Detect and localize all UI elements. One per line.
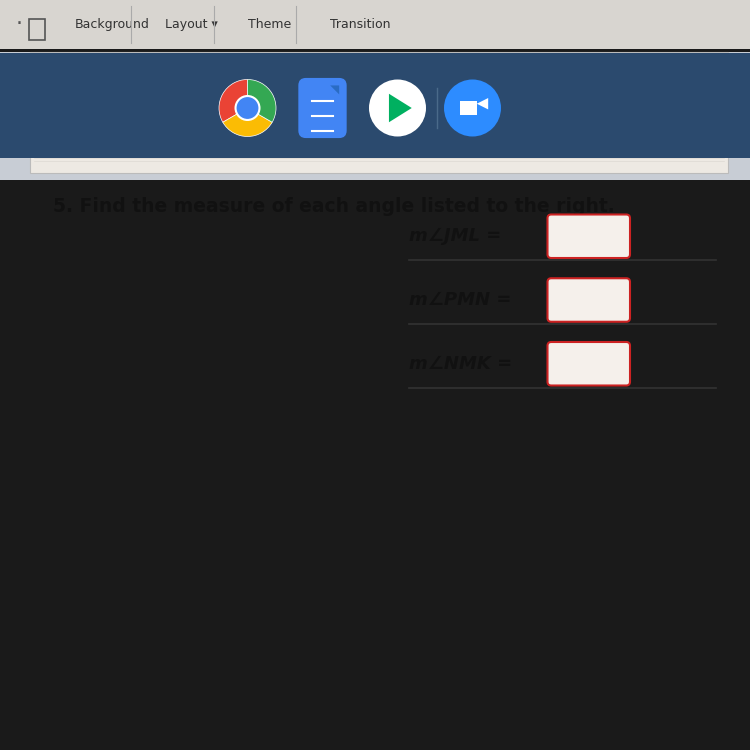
Circle shape — [236, 96, 260, 120]
Text: m∠NMK =: m∠NMK = — [409, 355, 512, 373]
FancyBboxPatch shape — [548, 214, 630, 258]
Wedge shape — [219, 80, 248, 122]
FancyBboxPatch shape — [298, 78, 346, 138]
Polygon shape — [477, 98, 488, 109]
Bar — [0, 0, 750, 49]
Text: Transition: Transition — [330, 18, 391, 31]
Text: Background: Background — [75, 18, 150, 31]
Wedge shape — [223, 108, 272, 136]
Text: K: K — [293, 372, 307, 390]
Circle shape — [444, 80, 501, 136]
Bar — [30, 53, 728, 172]
Wedge shape — [248, 80, 276, 122]
Polygon shape — [389, 94, 412, 122]
Text: 5. Find the measure of each angle listed to the right.: 5. Find the measure of each angle listed… — [53, 196, 614, 216]
Bar — [0, 53, 750, 158]
Circle shape — [369, 80, 426, 136]
Text: N: N — [221, 292, 236, 310]
Text: Theme: Theme — [248, 18, 291, 31]
Text: Layout ▾: Layout ▾ — [165, 18, 218, 31]
Text: ·: · — [15, 14, 22, 34]
Bar — [28, 19, 45, 40]
Bar — [0, 53, 750, 180]
Text: 154°: 154° — [134, 425, 188, 445]
Text: P: P — [164, 182, 177, 200]
Text: m∠JML =: m∠JML = — [409, 227, 501, 245]
FancyBboxPatch shape — [548, 278, 630, 322]
Text: m∠PMN =: m∠PMN = — [409, 291, 512, 309]
FancyBboxPatch shape — [548, 342, 630, 386]
Polygon shape — [330, 86, 339, 94]
Text: J: J — [49, 334, 55, 352]
Text: L: L — [101, 423, 112, 441]
Bar — [460, 101, 477, 115]
Text: M: M — [178, 372, 196, 390]
